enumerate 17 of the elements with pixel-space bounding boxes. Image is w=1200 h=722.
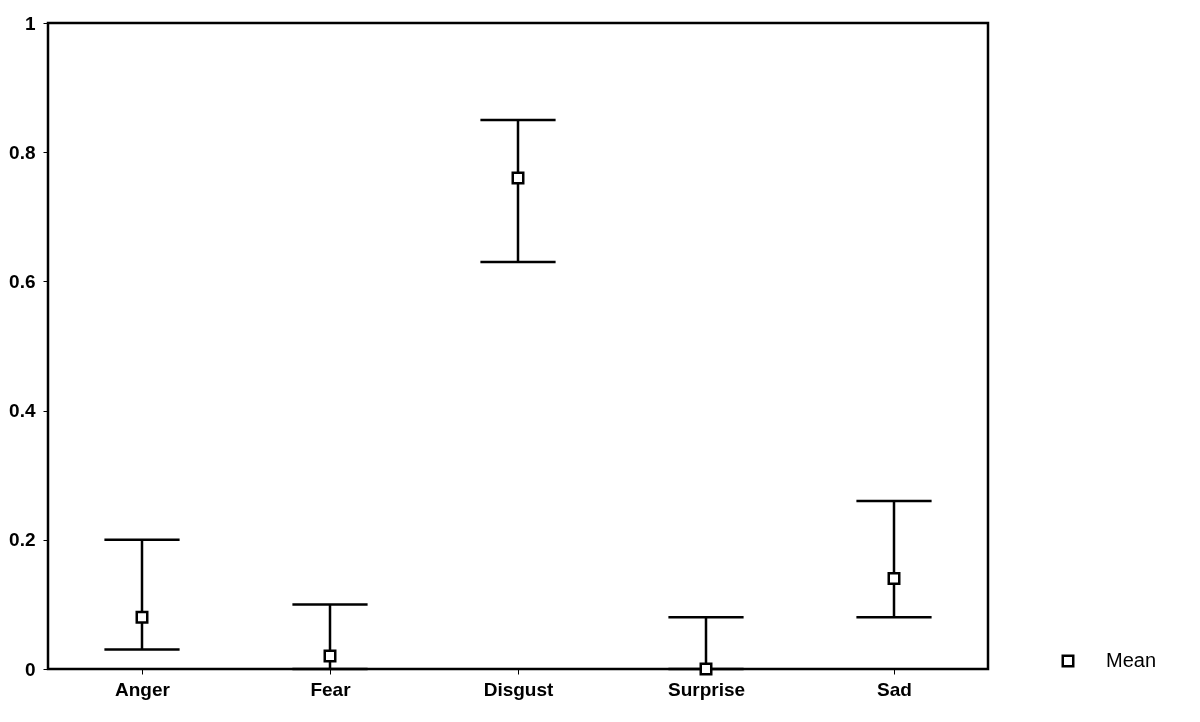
y-tick-label: 0.4: [9, 400, 36, 422]
y-tick-label: 0.2: [9, 529, 36, 551]
y-tick-label: 1: [24, 12, 36, 34]
x-tick-label: Surprise: [667, 678, 746, 700]
y-tick-label: 0.8: [9, 141, 36, 163]
point: [135, 610, 149, 624]
point: [323, 649, 337, 663]
point: [887, 572, 901, 586]
x-tick-label: Disgust: [483, 678, 554, 700]
x-tick-label: Anger: [115, 678, 171, 700]
point: [511, 171, 525, 185]
y-tick-label: 0: [24, 658, 36, 680]
y-tick-label: 0.6: [9, 270, 36, 292]
legend-label: Mean: [1106, 649, 1157, 671]
x-tick-label: Sad: [877, 678, 912, 700]
x-tick-label: Fear: [310, 678, 352, 700]
point: [699, 662, 713, 676]
